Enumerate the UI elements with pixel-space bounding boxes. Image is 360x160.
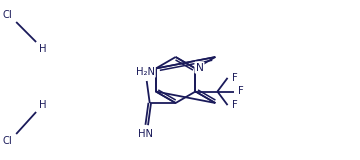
- Text: N: N: [195, 63, 203, 72]
- Text: HN: HN: [138, 129, 153, 139]
- Text: F: F: [231, 100, 237, 110]
- Text: Cl: Cl: [3, 136, 12, 146]
- Text: F: F: [238, 87, 244, 96]
- Text: Cl: Cl: [3, 10, 12, 20]
- Text: H₂N: H₂N: [136, 67, 155, 77]
- Text: F: F: [231, 73, 237, 83]
- Text: H: H: [39, 44, 46, 54]
- Text: H: H: [39, 100, 46, 110]
